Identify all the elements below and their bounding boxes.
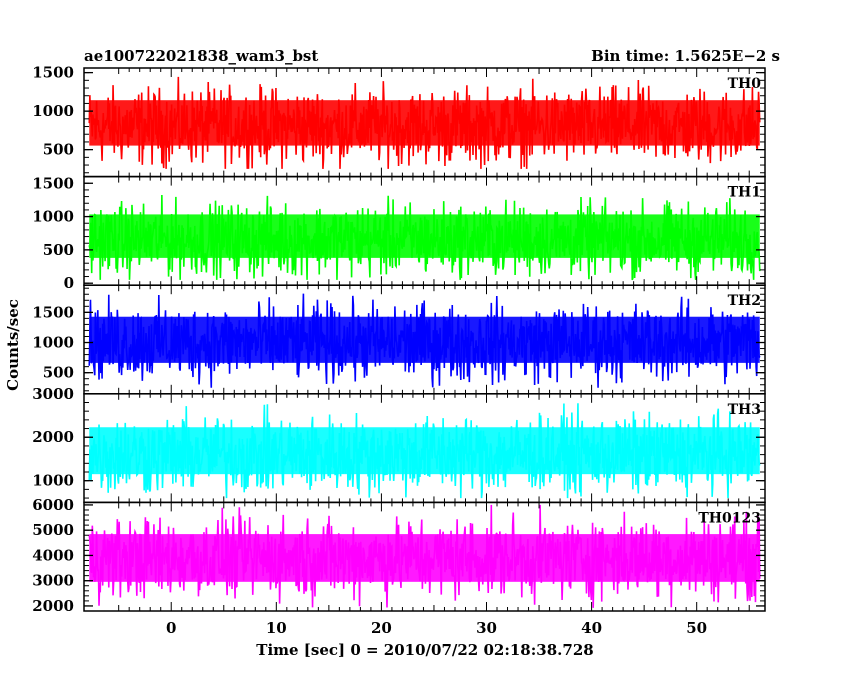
y-tick-label: 1000 bbox=[32, 472, 74, 490]
x-tick-label: 50 bbox=[686, 619, 707, 637]
panels-group: 500 1000 1500 TH0 0 500 1000 1500 TH1 500 1000 1500… bbox=[32, 64, 766, 615]
panel-th0123: 2000 3000 4000 5000 6000 TH0123 bbox=[32, 496, 766, 615]
panel-label: TH2 bbox=[728, 293, 761, 309]
x-tick-label: 0 bbox=[166, 619, 176, 637]
series-core-th0 bbox=[89, 100, 760, 146]
y-tick-label: 500 bbox=[43, 241, 74, 259]
y-tick-label: 6000 bbox=[32, 496, 74, 514]
panel-th0: 500 1000 1500 TH0 bbox=[32, 64, 766, 178]
series-core-th0123 bbox=[89, 534, 760, 582]
panel-th2: 500 1000 1500 TH2 bbox=[32, 284, 766, 395]
y-tick-label: 3000 bbox=[32, 385, 74, 403]
y-tick-label: 1500 bbox=[32, 303, 74, 321]
y-tick-label: 1500 bbox=[32, 64, 74, 82]
y-tick-label: 500 bbox=[43, 141, 74, 159]
series-core-th2 bbox=[89, 316, 760, 363]
panel-frame bbox=[83, 501, 766, 612]
y-tick-label: 500 bbox=[43, 364, 74, 382]
x-tick-label: 20 bbox=[371, 619, 392, 637]
y-tick-label: 1000 bbox=[32, 102, 74, 120]
panel-label: TH1 bbox=[728, 185, 761, 201]
x-axis: 0 10 20 30 40 50 bbox=[166, 619, 707, 637]
y-tick-label: 1000 bbox=[32, 334, 74, 352]
x-tick-label: 40 bbox=[581, 619, 602, 637]
chart-title: ae100722021838_wam3_bst bbox=[84, 47, 318, 65]
x-tick-label: 30 bbox=[476, 619, 497, 637]
y-tick-label: 5000 bbox=[32, 521, 74, 539]
panel-label: TH3 bbox=[728, 402, 761, 418]
x-tick-label: 10 bbox=[266, 619, 287, 637]
panel-th3: 1000 2000 3000 TH3 bbox=[32, 385, 766, 504]
panel-th1: 0 500 1000 1500 TH1 bbox=[32, 174, 766, 292]
panel-label: TH0 bbox=[728, 76, 762, 92]
y-tick-label: 3000 bbox=[32, 572, 74, 590]
y-tick-label: 2000 bbox=[32, 428, 74, 446]
y-tick-label: 4000 bbox=[32, 546, 74, 564]
series-core-th1 bbox=[89, 214, 760, 258]
bin-time-label: Bin time: 1.5625E−2 s bbox=[591, 47, 780, 65]
y-tick-label: 1500 bbox=[32, 174, 74, 192]
y-tick-label: 0 bbox=[64, 274, 74, 292]
panel-label: TH0123 bbox=[698, 510, 761, 526]
y-axis-label: Counts/sec bbox=[4, 299, 22, 391]
x-axis-label: Time [sec] 0 = 2010/07/22 02:18:38.728 bbox=[256, 641, 593, 659]
series-core-th3 bbox=[89, 427, 760, 475]
y-tick-label: 2000 bbox=[32, 597, 74, 615]
y-tick-label: 1000 bbox=[32, 208, 74, 226]
